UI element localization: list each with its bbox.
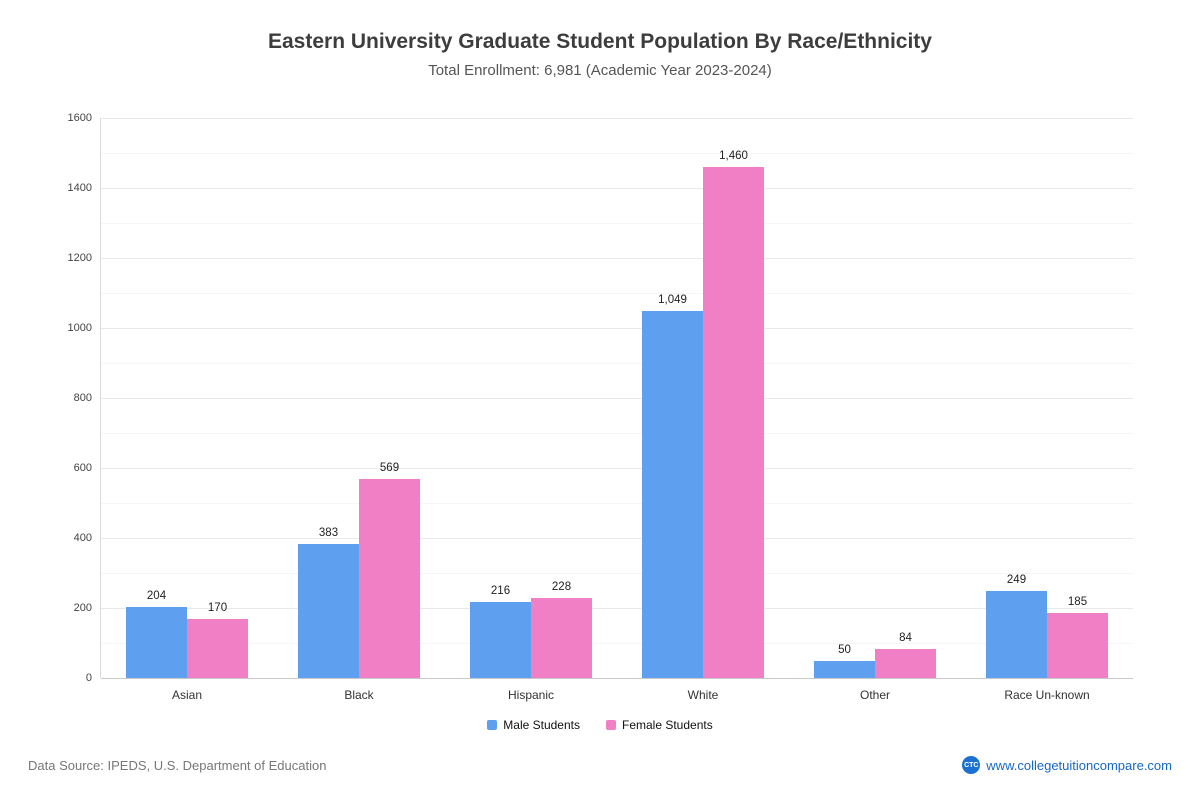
legend-item-male[interactable]: Male Students — [487, 718, 580, 732]
minor-gridline-1300 — [101, 223, 1133, 224]
minor-gridline-1100 — [101, 293, 1133, 294]
gridline-1600 — [101, 118, 1133, 119]
x-axis-label-black: Black — [344, 688, 374, 702]
value-label-male-race-un-known: 249 — [1006, 573, 1027, 586]
bar-female-white[interactable] — [703, 167, 764, 678]
bar-female-asian[interactable] — [187, 618, 248, 678]
x-axis-label-race-un-known: Race Un-known — [1004, 688, 1090, 702]
bar-male-other[interactable] — [814, 660, 875, 678]
minor-gridline-300 — [101, 573, 1133, 574]
gridline-1000 — [101, 328, 1133, 329]
bar-male-hispanic[interactable] — [470, 602, 531, 678]
website[interactable]: CTC www.collegetuitioncompare.com — [962, 756, 1172, 774]
plot-area: 0 200 400 600 800 1000 1200 1400 1600 Asian 204 170… — [68, 112, 1133, 702]
y-axis-tick-1400: 1400 — [67, 182, 92, 194]
gridline-800 — [101, 398, 1133, 399]
value-label-female-black: 569 — [379, 461, 400, 474]
footer: Data Source: IPEDS, U.S. Department of E… — [0, 756, 1200, 774]
value-label-female-white: 1,460 — [719, 150, 748, 162]
legend-label: Female Students — [622, 718, 713, 732]
bar-female-hispanic[interactable] — [531, 598, 592, 678]
x-axis-label-white: White — [687, 688, 719, 702]
y-axis-tick-0: 0 — [85, 672, 92, 684]
gridline-1200 — [101, 258, 1133, 259]
value-label-female-asian: 170 — [207, 601, 228, 614]
x-axis-label-other: Other — [859, 688, 891, 702]
y-axis-tick-1200: 1200 — [67, 252, 92, 264]
gridline-400 — [101, 538, 1133, 539]
legend-swatch-icon — [487, 720, 498, 730]
minor-gridline-900 — [101, 363, 1133, 364]
y-axis-tick-400: 400 — [73, 532, 92, 544]
legend: Male Students Female Students — [0, 718, 1200, 732]
x-axis-label-hispanic: Hispanic — [507, 688, 555, 702]
value-label-male-other: 50 — [838, 643, 851, 656]
website-link[interactable]: www.collegetuitioncompare.com — [986, 757, 1172, 773]
bar-male-asian[interactable] — [126, 606, 187, 678]
legend-label: Male Students — [503, 718, 580, 732]
gridline-200 — [101, 608, 1133, 609]
y-axis-tick-1000: 1000 — [67, 322, 92, 334]
minor-gridline-700 — [101, 433, 1133, 434]
y-axis-tick-600: 600 — [73, 462, 92, 474]
minor-gridline-100 — [101, 643, 1133, 644]
minor-gridline-1500 — [101, 153, 1133, 154]
bar-female-other[interactable] — [875, 648, 936, 678]
value-label-female-hispanic: 228 — [551, 581, 572, 594]
gridline-0 — [101, 678, 1133, 679]
y-axis-tick-1600: 1600 — [67, 112, 92, 124]
bar-female-black[interactable] — [359, 478, 420, 678]
legend-swatch-icon — [606, 720, 616, 730]
legend-item-female[interactable]: Female Students — [606, 718, 713, 732]
bar-male-white[interactable] — [642, 310, 703, 678]
value-label-male-asian: 204 — [146, 589, 167, 602]
value-label-female-race-un-known: 185 — [1067, 596, 1088, 609]
value-label-male-black: 383 — [318, 526, 339, 539]
chart-title: Eastern University Graduate Student Popu… — [268, 30, 932, 53]
bar-female-race-un-known[interactable] — [1047, 613, 1108, 678]
value-label-male-hispanic: 216 — [490, 585, 511, 598]
bar-male-black[interactable] — [298, 543, 359, 678]
gridline-1400 — [101, 188, 1133, 189]
data-source-text: Data Source: IPEDS, U.S. Department of E… — [28, 757, 327, 773]
gridline-600 — [101, 468, 1133, 469]
minor-gridline-500 — [101, 503, 1133, 504]
ctc-logo-icon: CTC — [962, 756, 981, 774]
x-axis-label-asian: Asian — [171, 688, 203, 702]
bar-male-race-un-known[interactable] — [986, 590, 1047, 678]
chart-subtitle: Total Enrollment: 6,981 (Academic Year 2… — [428, 62, 772, 79]
value-label-male-white: 1,049 — [658, 293, 687, 306]
y-axis-tick-200: 200 — [73, 602, 92, 614]
value-label-female-other: 84 — [899, 631, 912, 644]
y-axis-tick-800: 800 — [73, 392, 92, 404]
